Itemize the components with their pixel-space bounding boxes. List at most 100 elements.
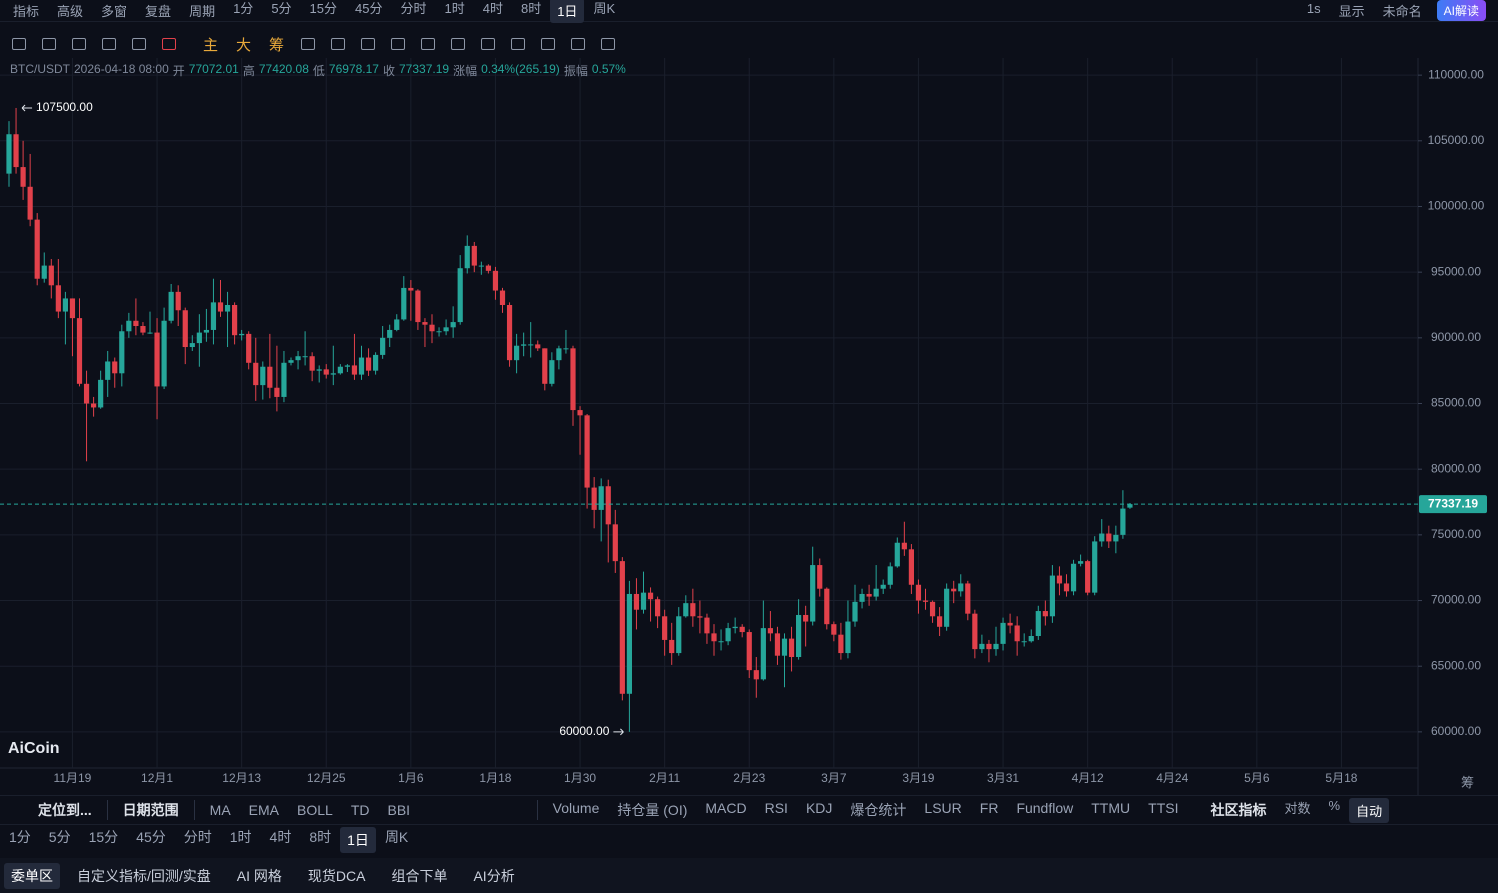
top-right-item[interactable]: 显示 (1338, 4, 1365, 19)
candle-body (203, 329, 209, 333)
tool[interactable]: 高级 (57, 4, 84, 19)
draw-tool[interactable] (481, 38, 496, 50)
bottom-tab[interactable]: 组合下单 (391, 867, 448, 884)
candle-body (1070, 563, 1077, 592)
candle-body (91, 403, 97, 408)
period[interactable]: 4时 (482, 1, 503, 16)
candle-body (415, 290, 421, 323)
sub-indicator[interactable]: TTMU (1091, 800, 1131, 816)
top-right-item[interactable]: 未命名 (1382, 4, 1422, 19)
period[interactable]: 分时 (400, 1, 427, 16)
community[interactable]: 社区指标 (1210, 802, 1267, 818)
period-menu[interactable]: 周期 (189, 4, 216, 19)
period[interactable]: 15分 (88, 829, 119, 845)
period[interactable]: 45分 (136, 829, 166, 845)
draw-label[interactable]: 大 (236, 36, 252, 54)
main-indicator[interactable]: BBI (387, 802, 411, 818)
draw-tool[interactable] (72, 38, 86, 50)
period[interactable]: 周K (384, 829, 409, 845)
period[interactable]: 1时 (444, 1, 465, 16)
period[interactable]: 1日 (550, 0, 585, 23)
candle-body (781, 638, 788, 656)
draw-tool[interactable] (132, 38, 146, 50)
candle-body (119, 331, 125, 374)
sub-indicator[interactable]: 持仓量 (OI) (617, 802, 688, 818)
draw-tool[interactable] (12, 38, 26, 50)
sub-indicator[interactable]: TTSI (1148, 800, 1179, 816)
tool[interactable]: 指标 (13, 4, 40, 19)
main-indicator[interactable]: EMA (248, 802, 280, 818)
sub-indicator[interactable]: Volume (552, 800, 600, 816)
candle-body (739, 626, 745, 633)
draw-label[interactable]: 筹 (269, 36, 285, 54)
y-tick-label: 105000.00 (1428, 133, 1485, 147)
draw-tool[interactable] (331, 38, 346, 50)
draw-tool[interactable] (451, 38, 466, 50)
draw-tool[interactable] (601, 38, 616, 50)
bottom-tab[interactable]: 自定义指标/回测/实盘 (77, 867, 211, 884)
draw-tool[interactable] (511, 38, 526, 50)
tool[interactable]: 复盘 (145, 4, 172, 19)
draw-tool[interactable] (102, 38, 116, 50)
scale-option[interactable]: 自动 (1349, 797, 1390, 823)
bottom-tab[interactable]: 委单区 (4, 862, 60, 889)
sub-indicator[interactable]: FR (979, 800, 999, 816)
candle-body (563, 348, 569, 350)
draw-tool[interactable] (571, 38, 586, 50)
period[interactable]: 1分 (233, 1, 254, 16)
x-tick-label: 3月31 (987, 771, 1019, 785)
top-right-item[interactable]: 1s (1306, 1, 1321, 16)
date-range[interactable]: 日期范围 (122, 802, 179, 818)
period[interactable]: 8时 (309, 829, 332, 845)
candle-body (993, 643, 999, 650)
scale-option[interactable]: % (1328, 797, 1341, 813)
draw-label[interactable]: 主 (203, 36, 219, 54)
draw-tool[interactable] (391, 38, 406, 50)
tool-group: 指标 高级 多窗 复盘 (0, 1, 180, 20)
sub-indicator[interactable]: RSI (764, 800, 788, 816)
sub-indicator[interactable]: Fundflow (1016, 800, 1074, 816)
period[interactable]: 5分 (48, 829, 71, 845)
y-tick-label: 75000.00 (1431, 527, 1481, 541)
sub-indicator[interactable]: LSUR (924, 800, 962, 816)
period[interactable]: 1时 (229, 829, 252, 845)
period[interactable]: 周K (593, 1, 616, 16)
period[interactable]: 15分 (309, 1, 338, 16)
candle-body (1056, 575, 1063, 584)
candle-body (655, 599, 661, 617)
draw-tool[interactable] (421, 38, 436, 50)
period[interactable]: 1日 (340, 827, 376, 853)
candle-body (619, 561, 625, 694)
candle-body (422, 322, 428, 325)
candle-body (62, 298, 68, 312)
corner-button[interactable]: 筹 (1461, 775, 1475, 790)
x-tick-label: 12月13 (222, 771, 261, 785)
period[interactable]: 8时 (520, 1, 542, 16)
draw-tool[interactable] (162, 38, 176, 50)
period[interactable]: 45分 (355, 1, 383, 16)
main-indicator[interactable]: BOLL (297, 802, 333, 818)
draw-tool[interactable] (301, 38, 316, 50)
period[interactable]: 分时 (183, 829, 212, 845)
tool[interactable]: 多窗 (101, 4, 128, 19)
sub-indicator[interactable]: 爆仓统计 (850, 802, 907, 818)
draw-tool[interactable] (42, 38, 56, 50)
bottom-tab[interactable]: AI分析 (473, 867, 515, 884)
bottom-tab[interactable]: 现货DCA (307, 867, 366, 884)
period[interactable]: 5分 (271, 1, 292, 16)
candle-body (1028, 635, 1034, 642)
locate[interactable]: 定位到... (38, 802, 92, 818)
candle-body (6, 134, 12, 174)
ai-button[interactable]: AI解读 (1436, 0, 1486, 21)
bottom-tab[interactable]: AI 网格 (236, 867, 282, 884)
period[interactable]: 1分 (9, 829, 31, 845)
main-indicator[interactable]: MA (209, 802, 231, 818)
corner-button[interactable]: 爆 (1493, 772, 1498, 791)
scale-option[interactable]: 对数 (1284, 800, 1311, 816)
sub-indicator[interactable]: MACD (705, 800, 747, 816)
draw-tool[interactable] (541, 38, 556, 50)
draw-tool[interactable] (361, 38, 376, 50)
sub-indicator[interactable]: KDJ (805, 800, 833, 816)
period[interactable]: 4时 (269, 829, 292, 845)
main-indicator[interactable]: TD (350, 802, 370, 818)
